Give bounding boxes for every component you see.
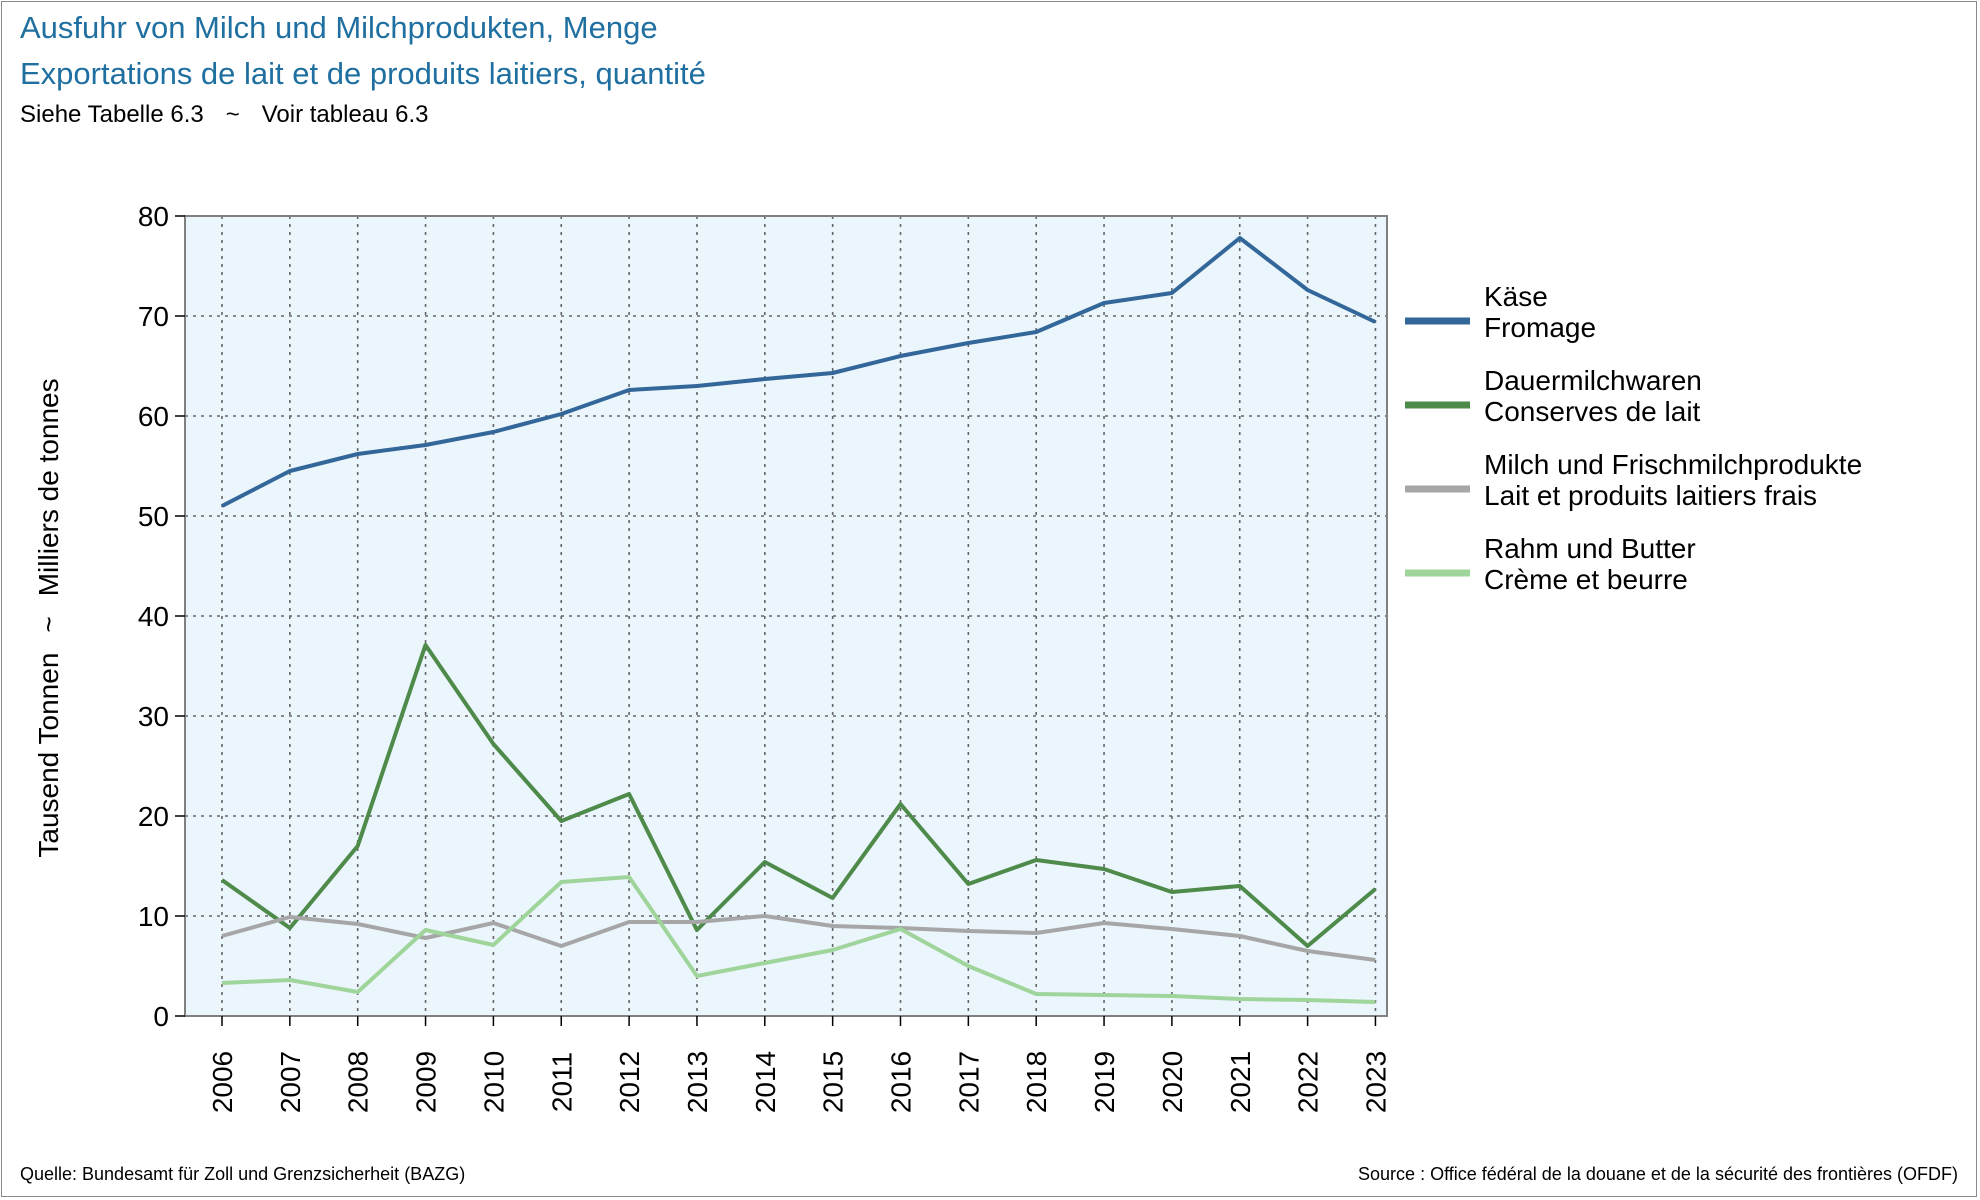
legend-label-fr: Fromage (1484, 312, 1596, 343)
x-tick-label: 2021 (1225, 1051, 1256, 1113)
y-tick-label: 50 (138, 501, 169, 532)
x-tick-label: 2013 (682, 1051, 713, 1113)
y-tick-label: 80 (138, 201, 169, 232)
chart-title-fr: Exportations de lait et de produits lait… (20, 56, 706, 91)
legend-label-fr: Crème et beurre (1484, 564, 1688, 595)
x-tick-label: 2023 (1360, 1051, 1391, 1113)
series-line (221, 875, 1376, 1004)
x-tick-label: 2012 (614, 1051, 645, 1113)
y-tick-label: 60 (138, 401, 169, 432)
y-axis-label-de: Tausend Tonnen (33, 653, 64, 858)
x-tick-label: 2010 (478, 1051, 509, 1113)
x-tick-label: 2017 (953, 1051, 984, 1113)
series-line (220, 643, 1377, 948)
x-tick-label: 2014 (750, 1051, 781, 1113)
x-tick-label: 2019 (1089, 1051, 1120, 1113)
subtitle-de: Siehe Tabelle 6.3 (20, 101, 204, 128)
y-tick-label: 20 (138, 801, 169, 832)
x-tick-label: 2016 (886, 1051, 917, 1113)
subtitle-fr: Voir tableau 6.3 (261, 101, 429, 128)
y-tick-label: 0 (153, 1001, 169, 1032)
chart-title-de: Ausfuhr von Milch und Milchprodukten, Me… (20, 10, 658, 45)
axes: 0 10 20 30 40 50 60 70 80 2006 2007 2008 2009 2010 201… (138, 201, 1392, 1113)
source-fr: Source : Office fédéral de la douane et … (1358, 1164, 1958, 1184)
chart-subtitle: Siehe Tabelle 6.3 ~ Voir tableau 6.3 (20, 101, 429, 129)
series-lines (220, 236, 1377, 1004)
legend-label-de: Käse (1484, 281, 1548, 312)
x-tick-label: 2022 (1293, 1051, 1324, 1113)
x-tick-label: 2015 (818, 1051, 849, 1113)
subtitle-separator: ~ (225, 101, 240, 128)
x-tick-label: 2009 (411, 1051, 442, 1113)
y-tick-label: 40 (138, 601, 169, 632)
y-tick-label: 30 (138, 701, 169, 732)
x-tick-label: 2007 (275, 1051, 306, 1113)
y-axis-label-fr: Milliers de tonnes (33, 378, 64, 596)
grid-lines (185, 216, 1387, 1016)
x-tick-label: 2006 (207, 1051, 238, 1113)
series-line (221, 914, 1376, 962)
legend-label-de: Milch und Frischmilchprodukte (1484, 449, 1862, 480)
source-de: Quelle: Bundesamt für Zoll und Grenzsich… (20, 1164, 466, 1184)
legend-label-fr: Lait et produits laitiers frais (1484, 480, 1817, 511)
y-axis-label: Tausend Tonnen ~ Milliers de tonnes (33, 378, 64, 857)
y-axis-label-separator: ~ (33, 616, 64, 632)
legend-label-de: Dauermilchwaren (1484, 365, 1702, 396)
x-tick-label: 2011 (546, 1052, 577, 1112)
x-tick-label: 2018 (1021, 1051, 1052, 1113)
series-line (221, 236, 1377, 508)
x-tick-label: 2020 (1157, 1051, 1188, 1113)
legend-label-de: Rahm und Butter (1484, 533, 1696, 564)
x-tick-label: 2008 (343, 1051, 374, 1113)
y-tick-label: 10 (138, 901, 169, 932)
y-tick-label: 70 (138, 301, 169, 332)
legend-label-fr: Conserves de lait (1484, 396, 1701, 427)
